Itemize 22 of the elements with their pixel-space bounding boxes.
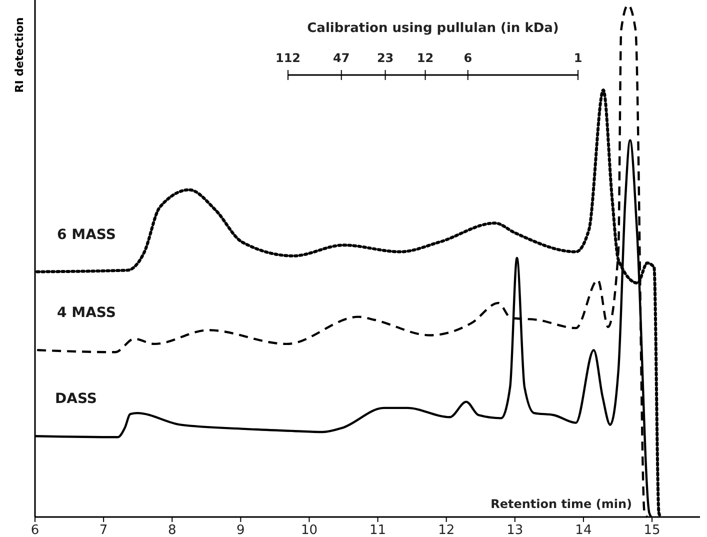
x-tick-label: 8 <box>168 523 176 537</box>
x-tick-label: 12 <box>438 523 455 537</box>
x-tick-label: 15 <box>644 523 660 537</box>
x-tick-label: 13 <box>506 523 524 537</box>
series-label: 6 MASS <box>57 226 116 243</box>
x-tick-label: 9 <box>236 523 245 537</box>
x2-axis-title: Calibration using pullulan (in kDa) <box>307 21 559 36</box>
x2-tick-label: 23 <box>376 51 394 65</box>
x2-tick-label: 47 <box>333 51 350 65</box>
x-tick-label: 14 <box>575 523 592 537</box>
x-tick-label: 10 <box>300 523 318 537</box>
x-tick-label: 11 <box>370 523 386 537</box>
series-label: 4 MASS <box>57 305 116 322</box>
x-tick-label: 6 <box>30 523 40 537</box>
x-axis-title: Retention time (min) <box>490 497 632 511</box>
x-tick-label: 7 <box>99 523 108 537</box>
x2-tick-label: 1 <box>574 51 582 65</box>
x2-tick-label: 6 <box>464 51 472 65</box>
text: DASS <box>55 391 97 408</box>
x2-tick-label: 112 <box>275 51 301 65</box>
x2-tick-label: 12 <box>416 51 434 65</box>
y-axis-title: RI detection <box>13 17 26 93</box>
